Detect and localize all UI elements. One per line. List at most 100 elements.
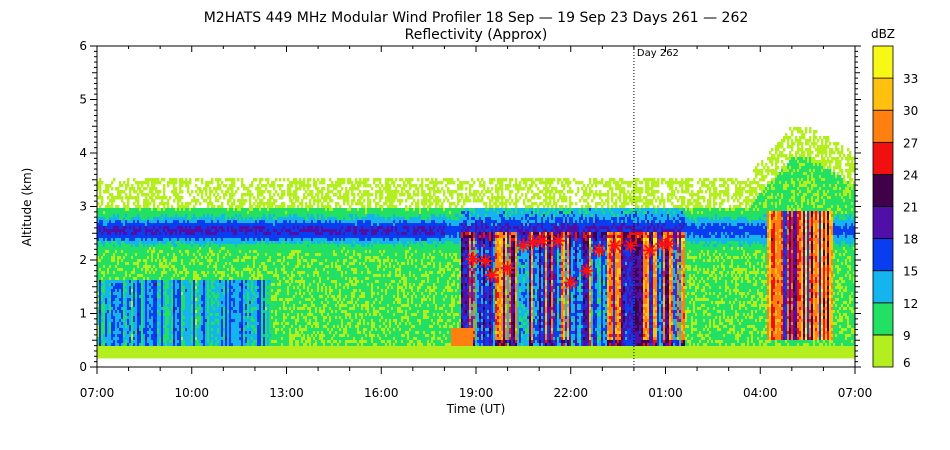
reflectivity-column xyxy=(199,280,202,296)
reflectivity-column xyxy=(155,286,158,299)
reflectivity-column xyxy=(119,238,122,248)
reflectivity-column xyxy=(239,244,242,251)
reflectivity-column xyxy=(501,238,504,248)
reflectivity-column xyxy=(125,286,128,290)
reflectivity-column xyxy=(153,208,156,218)
reflectivity-column xyxy=(465,208,468,215)
reflectivity-column xyxy=(103,268,106,272)
reflectivity-column xyxy=(147,298,150,302)
reflectivity-column xyxy=(115,208,118,218)
reflectivity-column xyxy=(287,313,290,317)
reflectivity-column xyxy=(385,244,388,260)
reflectivity-column xyxy=(451,178,454,185)
reflectivity-column xyxy=(153,322,156,347)
reflectivity-column xyxy=(277,241,280,245)
reflectivity-column xyxy=(185,244,188,251)
reflectivity-column xyxy=(405,295,408,299)
reflectivity-column xyxy=(401,199,404,203)
reflectivity-column xyxy=(155,178,158,185)
reflectivity-column xyxy=(497,340,500,347)
reflectivity-column xyxy=(193,253,196,257)
reflectivity-column xyxy=(169,316,172,341)
reflectivity-column xyxy=(291,259,294,272)
reflectivity-column xyxy=(239,322,242,329)
reflectivity-column xyxy=(265,238,268,245)
reflectivity-column xyxy=(451,208,454,221)
reflectivity-column xyxy=(323,223,326,230)
reflectivity-column xyxy=(163,328,166,335)
reflectivity-column xyxy=(171,265,174,269)
reflectivity-column xyxy=(239,334,242,338)
reflectivity-column xyxy=(319,208,322,221)
reflectivity-column xyxy=(219,178,222,182)
reflectivity-column xyxy=(161,310,164,347)
reflectivity-column xyxy=(423,268,426,275)
reflectivity-column xyxy=(147,343,150,347)
reflectivity-column xyxy=(273,274,276,278)
reflectivity-column xyxy=(485,217,488,224)
reflectivity-column xyxy=(333,184,336,191)
reflectivity-column xyxy=(471,280,474,284)
reflectivity-column xyxy=(231,307,234,311)
reflectivity-column xyxy=(203,331,206,335)
reflectivity-column xyxy=(365,238,368,245)
reflectivity-column xyxy=(443,214,446,221)
reflectivity-column xyxy=(129,187,132,200)
reflectivity-column xyxy=(363,325,366,329)
reflectivity-column xyxy=(209,187,212,206)
reflectivity-column xyxy=(111,193,114,209)
reflectivity-column xyxy=(423,226,426,233)
reflectivity-column xyxy=(133,202,136,206)
reflectivity-column xyxy=(443,220,446,227)
reflectivity-column xyxy=(229,205,232,209)
reflectivity-column xyxy=(381,253,384,257)
reflectivity-column xyxy=(505,211,508,218)
reflectivity-column xyxy=(293,271,296,275)
reflectivity-column xyxy=(281,217,284,224)
reflectivity-column xyxy=(315,316,318,329)
reflectivity-column xyxy=(319,256,322,263)
reflectivity-column xyxy=(427,217,430,224)
reflectivity-column xyxy=(461,181,464,191)
reflectivity-column xyxy=(237,187,240,191)
reflectivity-column xyxy=(401,346,404,359)
reflectivity-column xyxy=(447,280,450,293)
reflectivity-column xyxy=(221,232,224,242)
reflectivity-column xyxy=(173,343,176,347)
reflectivity-column xyxy=(241,226,244,233)
reflectivity-column xyxy=(509,301,512,305)
reflectivity-column xyxy=(179,223,182,227)
reflectivity-column xyxy=(415,331,418,335)
reflectivity-column xyxy=(493,289,496,296)
reflectivity-column xyxy=(405,298,408,305)
reflectivity-column xyxy=(221,340,224,347)
reflectivity-column xyxy=(251,217,254,224)
reflectivity-column xyxy=(409,259,412,272)
reflectivity-column xyxy=(473,241,476,245)
reflectivity-column xyxy=(247,232,250,242)
reflectivity-column xyxy=(397,235,400,242)
reflectivity-column xyxy=(431,235,434,239)
reflectivity-column xyxy=(349,238,352,245)
reflectivity-column xyxy=(403,247,406,263)
reflectivity-column xyxy=(471,178,474,182)
reflectivity-column xyxy=(393,205,396,209)
reflectivity-column xyxy=(237,199,240,203)
reflectivity-column xyxy=(339,283,342,287)
reflectivity-column xyxy=(397,265,400,269)
reflectivity-column xyxy=(99,205,102,209)
reflectivity-column xyxy=(377,241,380,257)
reflectivity-column xyxy=(199,226,202,233)
reflectivity-column xyxy=(415,313,418,317)
reflectivity-column xyxy=(207,313,210,317)
reflectivity-column xyxy=(509,211,512,215)
reflectivity-column xyxy=(431,244,434,257)
reflectivity-column xyxy=(279,307,282,311)
reflectivity-column xyxy=(389,286,392,320)
reflectivity-column xyxy=(111,307,114,311)
reflectivity-column xyxy=(407,331,410,341)
reflectivity-column xyxy=(323,187,326,191)
reflectivity-column xyxy=(401,340,404,344)
reflectivity-column xyxy=(421,265,424,275)
reflectivity-column xyxy=(469,262,472,266)
